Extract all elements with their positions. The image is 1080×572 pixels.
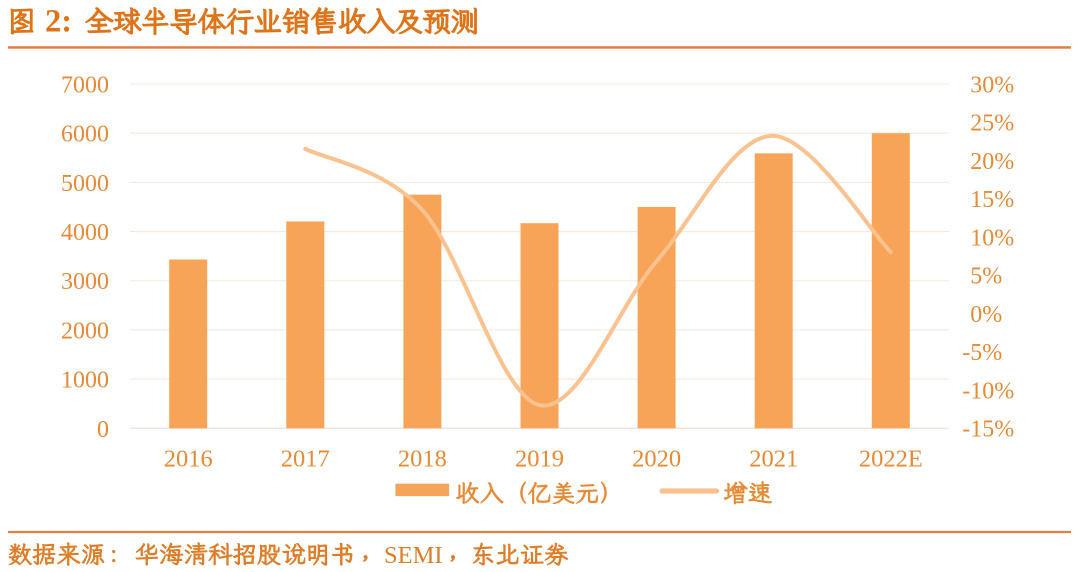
svg-text:30%: 30% <box>970 72 1014 98</box>
svg-text:2021: 2021 <box>749 445 798 472</box>
svg-text:20%: 20% <box>970 149 1014 175</box>
svg-text:-10%: -10% <box>962 378 1014 404</box>
svg-text:4000: 4000 <box>61 220 109 246</box>
svg-text:2017: 2017 <box>281 445 330 472</box>
svg-text:2018: 2018 <box>398 445 447 472</box>
svg-text:0%: 0% <box>970 302 1002 328</box>
svg-text:7000: 7000 <box>61 73 109 99</box>
svg-text:10%: 10% <box>970 225 1014 251</box>
svg-text:2019: 2019 <box>515 445 564 472</box>
svg-text:2022E: 2022E <box>859 445 923 472</box>
svg-text:25%: 25% <box>970 111 1014 137</box>
svg-text:5%: 5% <box>970 264 1002 290</box>
svg-text:2000: 2000 <box>61 318 109 344</box>
svg-text:6000: 6000 <box>61 122 109 148</box>
svg-text:5000: 5000 <box>61 171 109 197</box>
svg-text:3000: 3000 <box>61 269 109 295</box>
svg-text:2:: 2: <box>45 3 72 39</box>
svg-text:-15%: -15% <box>962 417 1014 443</box>
svg-text:SEMI: SEMI <box>384 542 443 569</box>
svg-text:2016: 2016 <box>164 445 213 472</box>
svg-text:15%: 15% <box>970 187 1014 213</box>
svg-text:0: 0 <box>97 417 109 443</box>
svg-text:1000: 1000 <box>61 368 109 394</box>
svg-text:2020: 2020 <box>632 445 681 472</box>
svg-text:-5%: -5% <box>962 340 1002 366</box>
